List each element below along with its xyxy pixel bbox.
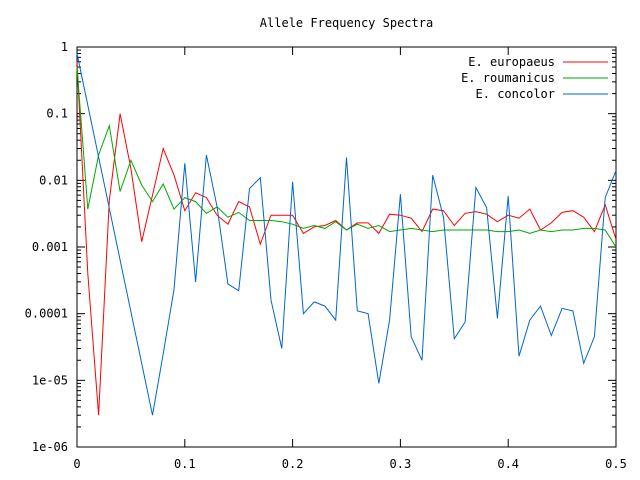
chart-title: Allele Frequency Spectra — [260, 16, 433, 30]
x-tick-label: 0.1 — [174, 457, 196, 471]
axes: 0 0.1 0.2 0.3 0.4 0.5 1e-06 1e-05 0.0001 0.001 0.0… — [25, 40, 627, 471]
legend-label: E. roumanicus — [461, 71, 555, 85]
y-tick-label: 0.1 — [46, 107, 68, 121]
x-tick-label: 0.3 — [390, 457, 412, 471]
y-tick-label: 0.01 — [39, 173, 68, 187]
y-tick-label: 0.001 — [32, 240, 68, 254]
legend: E. europaeus E. roumanicus E. concolor — [461, 55, 608, 101]
x-tick-label: 0.5 — [605, 457, 627, 471]
legend-label: E. europaeus — [468, 55, 555, 69]
y-tick-label: 1 — [61, 40, 68, 54]
y-tick-label: 0.0001 — [25, 307, 68, 321]
series-line-1 — [76, 67, 617, 248]
series-layer — [76, 53, 617, 416]
series-line-2 — [76, 53, 617, 416]
y-tick-label: 1e-06 — [32, 440, 68, 454]
legend-label: E. concolor — [476, 87, 555, 101]
x-tick-label: 0.2 — [282, 457, 304, 471]
x-tick-label: 0.4 — [497, 457, 519, 471]
y-tick-label: 1e-05 — [32, 373, 68, 387]
x-tick-label: 0 — [73, 457, 80, 471]
